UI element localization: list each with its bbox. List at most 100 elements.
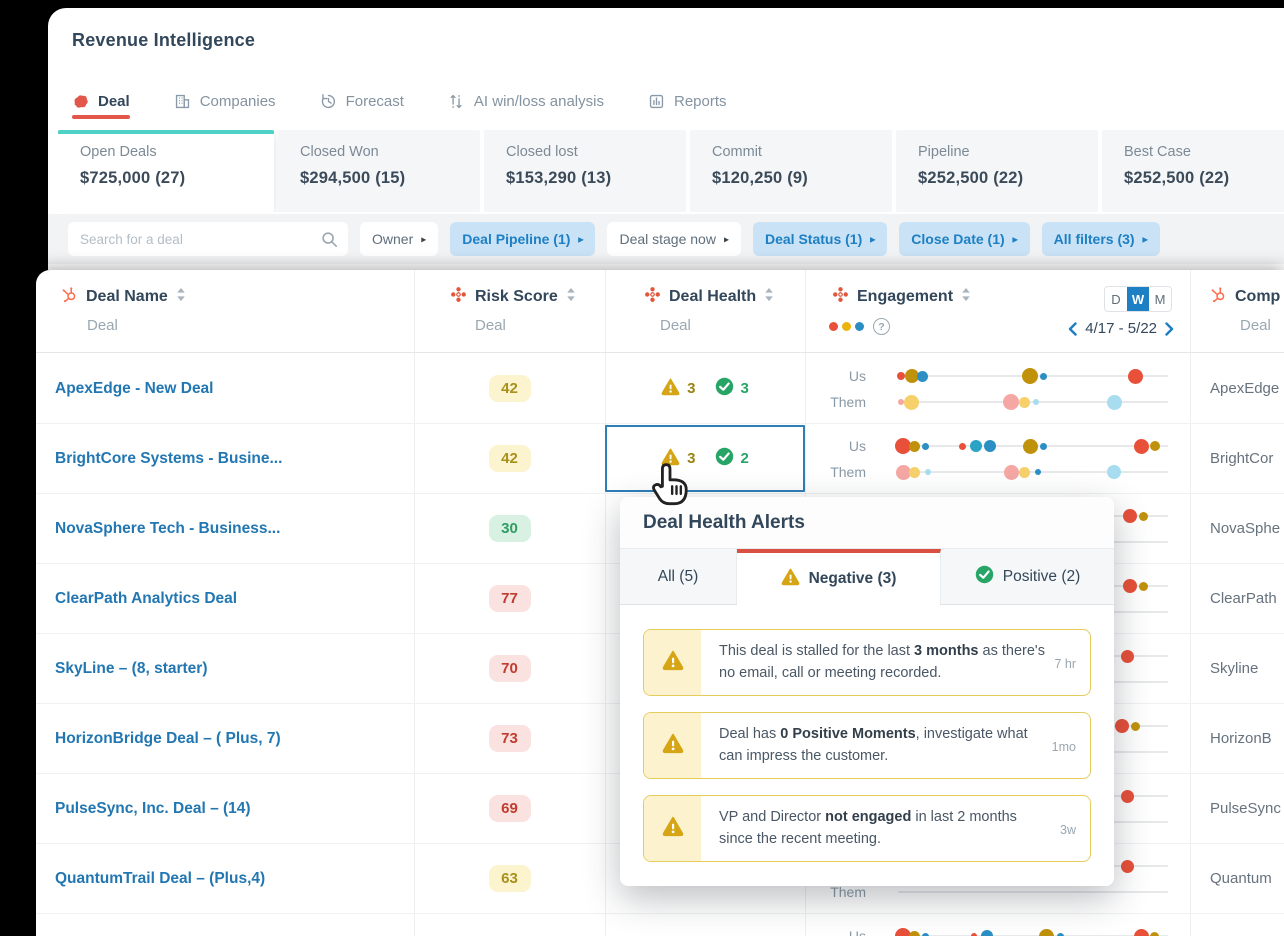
health-alert-card[interactable]: Deal has 0 Positive Moments, investigate… [643,712,1091,779]
risk-score-cell[interactable]: 69 [414,774,605,843]
risk-score-cell[interactable]: 70 [414,634,605,703]
engagement-dot-gold[interactable] [1131,721,1141,731]
engagement-dot-pink[interactable] [897,399,904,405]
filter-owner[interactable]: Owner ▸ [360,222,439,256]
engagement-dot-lb[interactable] [1107,465,1121,479]
risk-score-cell[interactable]: 63 [414,844,605,913]
deal-name-link[interactable]: ClearPath Analytics Deal [55,589,238,607]
engagement-dot-gold[interactable] [1022,438,1038,454]
engagement-dot-gold[interactable] [1149,441,1160,451]
engagement-dot-gold[interactable] [904,369,919,383]
engagement-dot-red[interactable] [970,933,977,936]
column-header-engagement[interactable]: Engagement? D W M 4/17 - 5/22 [805,286,1190,337]
engagement-dot-gold[interactable] [1139,511,1149,521]
filter-all-filters-3[interactable]: All filters (3) ▸ [1041,222,1160,256]
summary-card-closed-won[interactable]: Closed Won $294,500 (15) [278,130,480,212]
engagement-dot-py[interactable] [904,394,919,410]
risk-score-cell[interactable]: 73 [414,704,605,773]
engagement-dot-lb[interactable] [1032,399,1039,405]
sort-icon[interactable] [176,287,186,307]
engagement-dot-blue[interactable] [916,370,928,382]
engagement-dot-red[interactable] [895,438,912,454]
engagement-dot-red[interactable] [1123,579,1138,593]
help-icon[interactable]: ? [873,318,890,335]
deal-name-link[interactable]: SkyLine – (8, starter) [55,659,208,677]
search-input[interactable]: Search for a deal [68,222,348,256]
engagement-dot-lb[interactable] [1106,394,1122,410]
tab-reports[interactable]: Reports [648,93,727,110]
deal-name-link[interactable]: NovaSphere Tech - Business... [55,519,281,537]
engagement-dot-red[interactable] [1121,649,1134,663]
deal-name-link[interactable]: QuantumTrail Deal – (Plus,4) [55,869,266,887]
deal-name-link[interactable]: ApexEdge - New Deal [55,379,214,397]
engagement-dot-py[interactable] [1019,466,1031,478]
summary-card-commit[interactable]: Commit $120,250 (9) [690,130,892,212]
summary-card-pipeline[interactable]: Pipeline $252,500 (22) [896,130,1098,212]
deal-health-cell[interactable] [607,914,803,936]
engagement-dot-lb[interactable] [924,469,931,475]
chevron-left-icon[interactable] [1068,321,1077,336]
column-header-risk-score[interactable]: Risk Score Deal [414,286,576,334]
popup-tab-all-5[interactable]: All (5) [620,549,737,605]
engagement-dot-red[interactable] [1133,928,1149,936]
engagement-dot-red[interactable] [1115,719,1130,733]
filter-deal-pipeline-1[interactable]: Deal Pipeline (1) ▸ [450,222,596,256]
risk-score-cell[interactable] [414,914,605,936]
engagement-dot-gold[interactable] [1139,581,1149,591]
sort-icon[interactable] [961,287,971,307]
engagement-dot-gold[interactable] [1150,931,1159,936]
engagement-dot-gold[interactable] [1022,368,1039,384]
engagement-dot-blue[interactable] [1056,932,1064,936]
engagement-dot-blue[interactable] [921,932,929,936]
chevron-right-icon[interactable] [1165,321,1174,336]
engagement-dot-red[interactable] [1121,859,1134,873]
engagement-dot-pink[interactable] [1003,464,1019,480]
engagement-dot-blue[interactable] [1035,469,1042,475]
column-header-deal-health[interactable]: Deal Health Deal [605,286,774,334]
engagement-dot-red[interactable] [1128,368,1144,384]
deal-name-link[interactable] [55,914,407,936]
tab-forecast[interactable]: Forecast [320,93,404,110]
column-header-comp[interactable]: Comp Deal [1210,286,1280,334]
risk-score-cell[interactable]: 77 [414,564,605,633]
risk-score-cell[interactable]: 42 [414,354,605,423]
engagement-dot-red[interactable] [1121,789,1134,803]
health-alert-card[interactable]: This deal is stalled for the last 3 mont… [643,629,1091,696]
health-alert-card[interactable]: VP and Director not engaged in last 2 mo… [643,795,1091,862]
engagement-dot-py[interactable] [908,466,920,478]
filter-deal-stage-now[interactable]: Deal stage now ▸ [607,222,741,256]
engagement-dot-gold[interactable] [908,440,920,452]
period-option-d[interactable]: D [1111,291,1121,307]
engagement-dot-blue[interactable] [983,440,996,452]
engagement-dot-red[interactable] [895,928,912,936]
deal-name-link[interactable]: BrightCore Systems - Busine... [55,449,283,467]
sort-icon[interactable] [566,287,576,307]
popup-tab-negative-3[interactable]: Negative (3) [737,549,941,605]
deal-name-link[interactable]: HorizonBridge Deal – ( Plus, 7) [55,729,281,747]
period-option-w[interactable]: W [1127,287,1149,311]
engagement-dot-blue[interactable] [981,930,994,936]
summary-card-closed-lost[interactable]: Closed lost $153,290 (13) [484,130,686,212]
engagement-dot-red[interactable] [1133,438,1149,454]
tab-ai-win-loss-analysis[interactable]: AI win/loss analysis [448,93,604,110]
risk-score-cell[interactable]: 30 [414,494,605,563]
engagement-dot-red[interactable] [1123,509,1138,523]
column-header-deal-name[interactable]: Deal Name Deal [61,286,186,334]
engagement-dot-blue[interactable] [1040,372,1048,380]
tab-companies[interactable]: Companies [174,93,276,110]
popup-tab-positive-2[interactable]: Positive (2) [941,549,1114,605]
sort-icon[interactable] [764,287,774,307]
engagement-dot-pink[interactable] [895,464,911,480]
deal-name-link[interactable]: PulseSync, Inc. Deal – (14) [55,799,251,817]
tab-deal[interactable]: Deal [72,93,130,119]
engagement-dot-gold[interactable] [1039,928,1054,936]
engagement-dot-py[interactable] [1019,396,1031,408]
engagement-dot-blue[interactable] [1040,442,1048,450]
risk-score-cell[interactable]: 42 [414,424,605,493]
engagement-dot-gold[interactable] [908,930,920,936]
